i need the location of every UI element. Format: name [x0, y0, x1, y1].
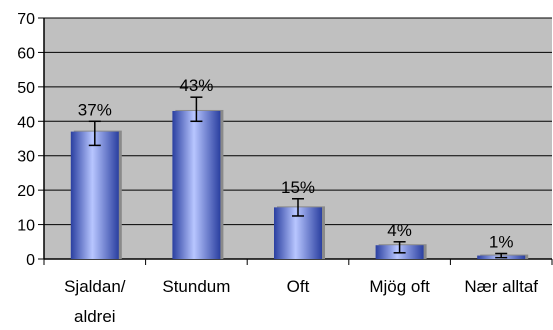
y-tick-label: 10: [17, 218, 35, 235]
y-tick-label: 60: [17, 45, 35, 62]
category-labels: Sjaldan/aldrei Stundum Oft Mjög oft Nær allt…: [64, 277, 538, 326]
category-label: Mjög oft: [369, 277, 430, 296]
y-tick-label: 70: [17, 11, 35, 28]
data-label: 37%: [78, 100, 112, 119]
gridlines: [44, 17, 552, 226]
bar: [172, 110, 221, 259]
bars: 37% 43% 15% 4% 1%: [70, 76, 529, 259]
y-tick-label: 30: [17, 149, 35, 166]
category-label: Sjaldan/aldrei: [64, 277, 126, 326]
category-label: Nær alltaf: [464, 277, 538, 296]
y-tick-label: 20: [17, 183, 35, 200]
category-label: Oft: [287, 277, 310, 296]
y-tick-label: 50: [17, 80, 35, 97]
bar: [70, 131, 119, 259]
data-label: 4%: [387, 221, 412, 240]
y-tick-labels: 0 10 20 30 40 50 60 70: [17, 11, 35, 269]
y-tick-label: 0: [26, 252, 35, 269]
data-label: 1%: [489, 232, 514, 251]
data-label: 43%: [179, 76, 213, 95]
y-tick-label: 40: [17, 114, 35, 131]
data-label: 15%: [281, 178, 315, 197]
category-label: Stundum: [162, 277, 230, 296]
